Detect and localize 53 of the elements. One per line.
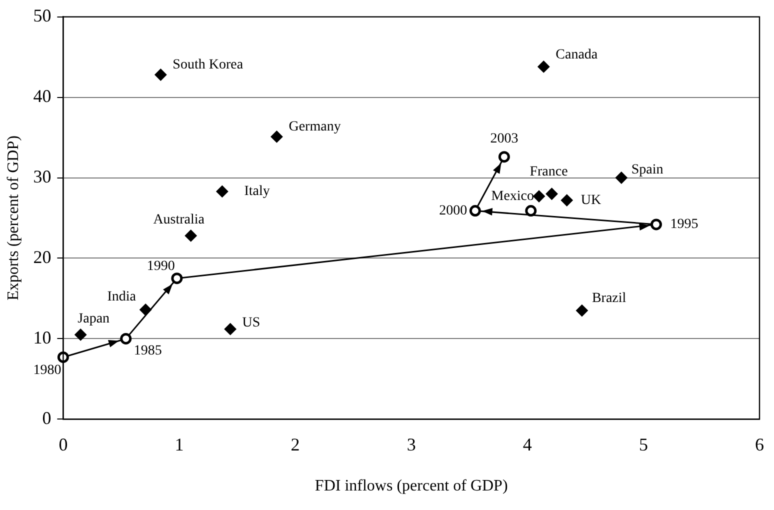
point — [576, 304, 588, 317]
point — [216, 185, 228, 198]
annotation: Brazil — [592, 291, 626, 306]
point — [560, 194, 573, 206]
x-tick-label: 4 — [522, 434, 532, 455]
y-tick-label: 30 — [33, 166, 52, 186]
y-tick-label: 50 — [33, 6, 52, 26]
annotation: Australia — [153, 212, 206, 228]
x-axis-title: FDI inflows (percent of GDP) — [314, 478, 508, 495]
annotation: Germany — [288, 119, 341, 134]
y-tick-label: 10 — [33, 327, 52, 348]
x-tick-label: 0 — [58, 434, 68, 455]
y-tick-label: 20 — [33, 246, 52, 267]
annotation: 1995 — [670, 217, 698, 232]
annotation: 1985 — [134, 343, 162, 358]
point — [224, 323, 236, 336]
point — [184, 230, 197, 242]
x-tick-label: 5 — [638, 434, 648, 455]
point — [650, 218, 662, 230]
annotation: India — [107, 289, 137, 304]
x-tick-label: 2 — [290, 434, 300, 455]
point — [154, 68, 167, 81]
y-tick-label: 0 — [42, 408, 52, 428]
y-axis-title: Exports (percent of GDP) — [4, 136, 22, 300]
annotation: UK — [580, 192, 602, 208]
x-tick-label: 1 — [174, 434, 184, 455]
annotation: Canada — [556, 47, 598, 62]
y-tick-label: 40 — [33, 86, 52, 106]
annotation: Mexico — [491, 188, 534, 204]
point — [615, 172, 628, 184]
point — [120, 332, 132, 344]
annotation: Italy — [244, 184, 270, 200]
annotation: South Korea — [172, 57, 244, 72]
annotation: France — [530, 164, 568, 180]
point — [74, 328, 87, 341]
point — [538, 60, 550, 73]
annotation: 1990 — [146, 259, 175, 274]
annotation: 1980 — [33, 362, 62, 378]
annotation: Spain — [631, 162, 664, 178]
annotation: US — [242, 316, 260, 331]
point — [469, 205, 481, 217]
annotation: Japan — [78, 311, 110, 326]
point — [525, 205, 537, 217]
point — [546, 188, 558, 200]
annotation: 2000 — [439, 203, 468, 218]
point — [140, 304, 152, 316]
point — [533, 190, 546, 202]
x-tick-label: 3 — [406, 434, 416, 455]
point — [171, 272, 183, 284]
point — [498, 151, 510, 163]
annotation: 2003 — [490, 132, 518, 147]
point — [270, 130, 283, 143]
x-tick-label: 6 — [755, 434, 764, 455]
